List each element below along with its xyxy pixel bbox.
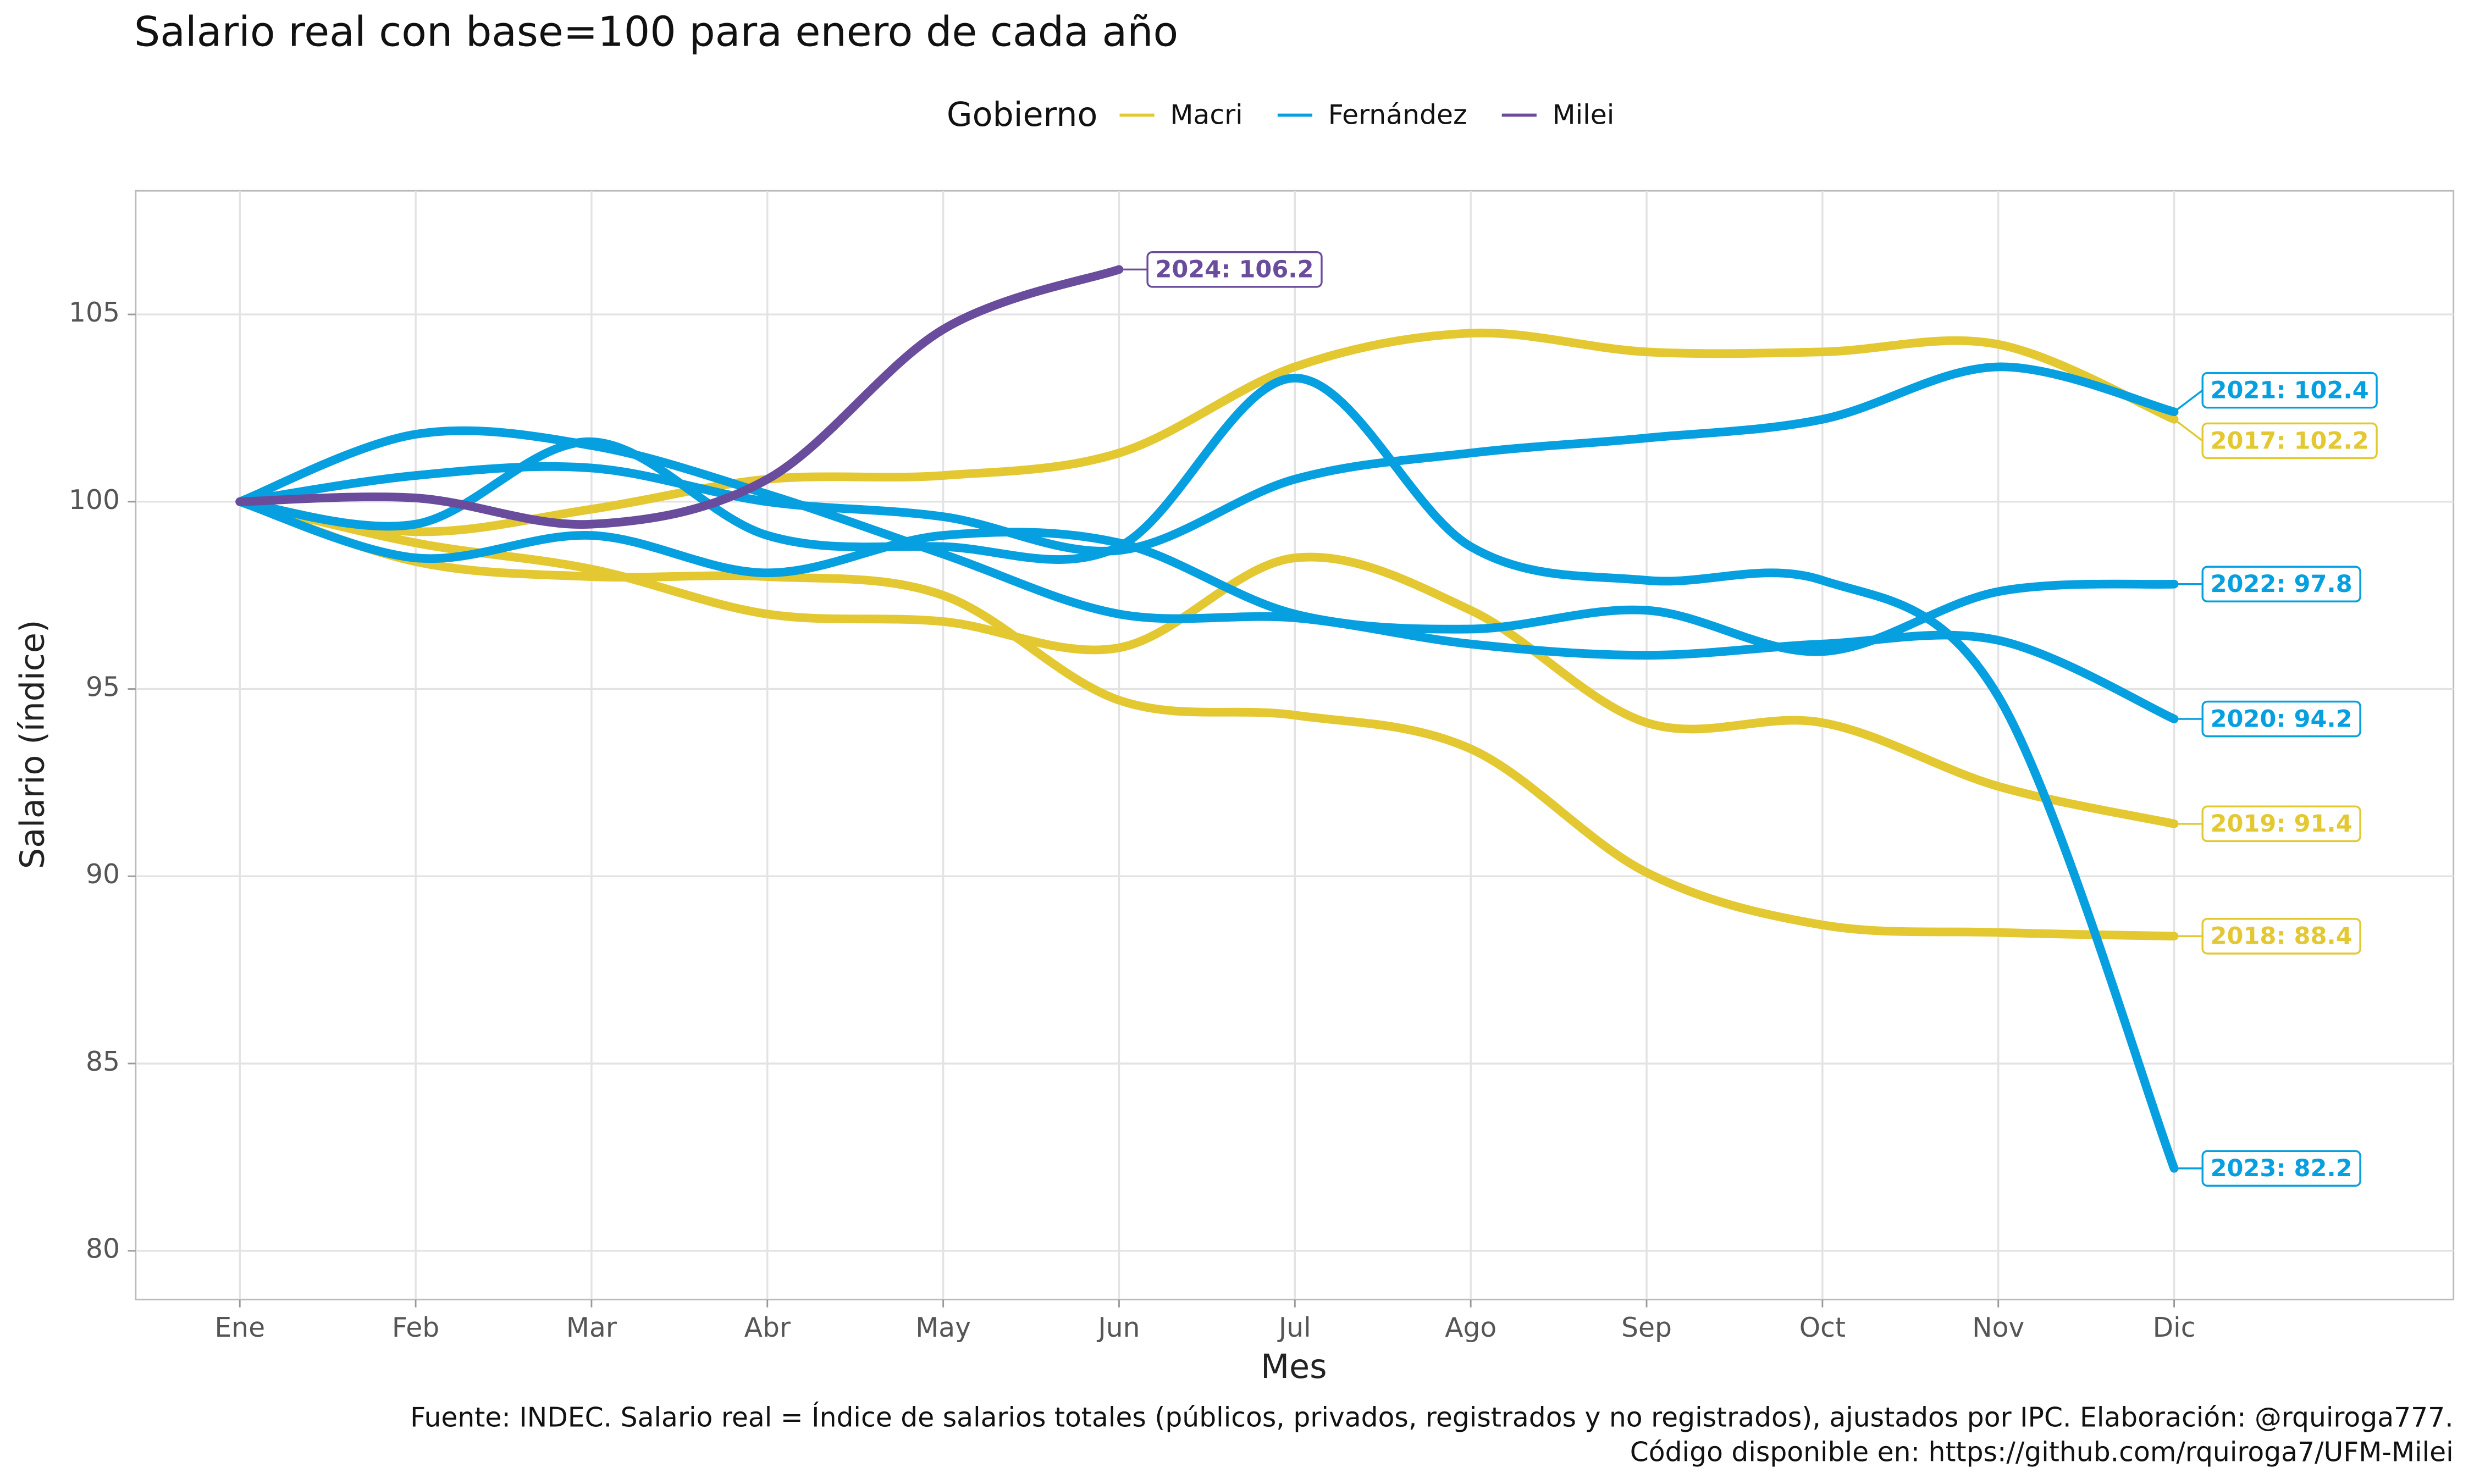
x-tick-label: Mar <box>566 1312 617 1343</box>
series-line <box>235 497 2179 828</box>
series-line <box>235 362 2179 556</box>
y-tick-label: 100 <box>69 484 120 516</box>
end-label: 2023: 82.2 <box>2211 1155 2352 1182</box>
label-connector <box>2173 389 2204 413</box>
y-tick-label: 90 <box>86 859 120 890</box>
label-box <box>2201 917 2361 955</box>
end-label: 2017: 102.2 <box>2211 427 2369 455</box>
x-tick-label: Oct <box>1799 1312 1846 1343</box>
label-box <box>2201 805 2361 843</box>
caption: Fuente: INDEC. Salario real = Índice de … <box>410 1402 2454 1433</box>
y-tick-label: 95 <box>86 672 120 703</box>
label-connector <box>2173 418 2204 442</box>
legend-title: Gobierno <box>947 96 1097 134</box>
y-tick-label: 80 <box>86 1233 120 1265</box>
series-line <box>235 497 2179 656</box>
legend-label: Fernández <box>1328 99 1467 130</box>
x-tick-label: Jun <box>1096 1312 1140 1343</box>
legend: Gobierno Macri Fernández Milei <box>947 96 1614 134</box>
x-tick-label: Nov <box>1972 1312 2024 1343</box>
end-label: 2019: 91.4 <box>2211 810 2352 838</box>
caption: Código disponible en: https://github.com… <box>1630 1436 2454 1468</box>
x-tick-label: Dic <box>2153 1312 2196 1343</box>
x-tick-label: Jul <box>1277 1312 1311 1343</box>
end-label: 2020: 94.2 <box>2211 705 2352 733</box>
y-tick-label: 105 <box>69 297 120 328</box>
label-box <box>2201 372 2378 409</box>
legend-label: Macri <box>1170 99 1242 130</box>
end-label: 2024: 106.2 <box>1155 256 1313 284</box>
x-tick-label: Sep <box>1621 1312 1672 1343</box>
series-line <box>235 374 2179 1173</box>
x-tick-label: May <box>915 1312 971 1343</box>
series-line <box>235 328 2179 536</box>
series-line <box>235 497 2179 941</box>
series-line <box>235 265 1124 529</box>
label-box <box>2201 1150 2361 1187</box>
x-tick-label: Feb <box>392 1312 439 1343</box>
x-tick-label: Abr <box>744 1312 791 1343</box>
label-box <box>2201 566 2361 602</box>
end-label: 2021: 102.4 <box>2211 377 2369 405</box>
label-box <box>2201 700 2361 738</box>
label-box <box>2201 422 2378 459</box>
end-label: 2022: 97.8 <box>2211 571 2352 598</box>
y-axis-title: Salario (índice) <box>14 620 52 869</box>
label-box <box>1146 251 1323 288</box>
x-axis-title: Mes <box>1261 1348 1327 1386</box>
chart-title: Salario real con base=100 para enero de … <box>134 8 1178 56</box>
y-tick-label: 85 <box>86 1046 120 1077</box>
end-label: 2018: 88.4 <box>2211 923 2352 950</box>
x-tick-label: Ago <box>1445 1312 1496 1343</box>
x-tick-label: Ene <box>214 1312 265 1343</box>
legend-label: Milei <box>1553 99 1615 130</box>
